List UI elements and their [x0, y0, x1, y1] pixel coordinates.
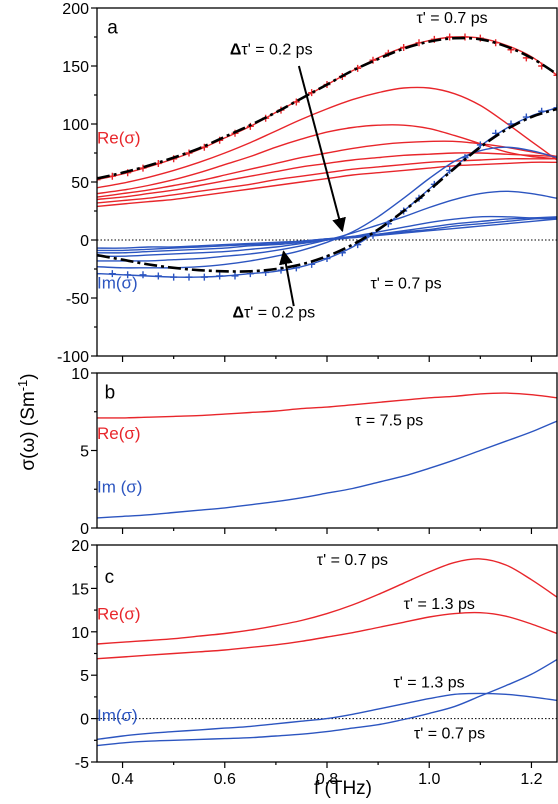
y-tick-label: -50 — [66, 291, 89, 308]
data-marker — [124, 271, 132, 279]
y-tick-label: 5 — [80, 668, 89, 685]
im-sigma-curve-9 — [97, 146, 557, 269]
x-tick-label: 1.2 — [520, 771, 542, 788]
trend-arrow — [297, 65, 346, 233]
y-tick-label: 0 — [80, 521, 89, 538]
im-sigma-curve-12 — [97, 216, 557, 254]
data-marker — [139, 164, 147, 172]
panel-a: -100 -50 0 50 100 150 200 a Re(σ) Im(σ) τ' = 0.7 p… — [57, 1, 558, 366]
annotation-label: Im(σ) — [97, 274, 138, 293]
data-marker — [97, 176, 101, 184]
plot-area-c — [97, 558, 557, 747]
annotation-label: Im(σ) — [97, 706, 138, 725]
annotation-label: τ' = 0.7 ps — [317, 552, 388, 569]
data-marker — [553, 71, 557, 79]
im-sigma-curve-3 — [97, 692, 557, 741]
re-sigma-data-markers — [97, 33, 557, 184]
trend-arrow — [278, 250, 295, 307]
re-sigma-curve-6 — [97, 158, 557, 204]
panel-b: 0 5 10 b Re(σ) τ = 7.5 ps Im (σ) — [71, 366, 558, 538]
y-tick-label: 5 — [80, 444, 89, 461]
x-axis-title: f (THz) — [314, 778, 372, 799]
y-tick-label: 10 — [71, 625, 89, 642]
data-marker — [200, 273, 208, 281]
y-tick-label: 100 — [62, 117, 89, 134]
re-sigma-curve-7 — [97, 161, 557, 208]
data-marker — [97, 270, 101, 278]
y-tick-label: 150 — [62, 59, 89, 76]
data-marker — [154, 272, 162, 280]
re-sigma-curve-2 — [97, 611, 557, 660]
annotation-label: b — [105, 383, 116, 404]
annotation-label: Re(σ) — [97, 129, 141, 148]
x-tick-label: 1.0 — [418, 771, 440, 788]
annotation-label: τ' = 0.7 ps — [414, 726, 485, 743]
annotation-label: Δτ' = 0.2 ps — [232, 305, 315, 322]
annotation-label: τ' = 1.3 ps — [404, 596, 475, 613]
x-tick-label: 0.6 — [214, 771, 236, 788]
data-marker — [108, 172, 116, 180]
re-sigma-curve-5 — [97, 152, 557, 201]
annotation-label: c — [105, 567, 115, 588]
data-marker — [108, 270, 116, 278]
data-marker — [185, 273, 193, 281]
axes-frame — [96, 372, 558, 529]
y-tick-label: 50 — [71, 175, 89, 192]
annotation-label: τ' = 0.7 ps — [370, 276, 441, 293]
data-marker — [553, 104, 557, 112]
y-tick-label: -100 — [57, 349, 89, 366]
y-tick-label: 0 — [80, 233, 89, 250]
data-marker — [292, 98, 300, 106]
annotation-label: Δτ' = 0.2 ps — [230, 41, 313, 58]
im-sigma-curve-14 — [97, 218, 557, 249]
y-tick-label: 200 — [62, 1, 89, 18]
y-tick-label: 15 — [71, 581, 89, 598]
data-marker — [415, 39, 423, 47]
data-marker — [170, 273, 178, 281]
x-tick-label: 0.4 — [111, 771, 133, 788]
fit-curve-2 — [97, 107, 557, 273]
data-marker — [446, 33, 454, 41]
annotation-label: Re(σ) — [97, 424, 141, 443]
data-marker — [216, 272, 224, 280]
annotation-label: Re(σ) — [97, 605, 141, 624]
plot-area-b — [97, 392, 557, 519]
im-sigma-curve-13 — [97, 217, 557, 252]
plot-area-a — [97, 33, 557, 281]
im-sigma-curve-2 — [97, 420, 557, 519]
annotation-label: τ = 7.5 ps — [355, 413, 423, 430]
data-marker — [200, 143, 208, 151]
panel-c: -5 0 5 10 15 20 0.4 0.6 0.8 1.0 1.2 c τ' = 0.7 ps Re(… — [71, 538, 558, 788]
y-axis-title: σ(ω) (Sm-1) — [15, 373, 39, 470]
re-sigma-curve-1 — [97, 558, 557, 645]
y-tick-label: 20 — [71, 538, 89, 555]
re-sigma-curve-2 — [97, 86, 557, 189]
y-tick-label: 0 — [80, 712, 89, 729]
data-marker — [185, 149, 193, 157]
fit-curve-1 — [97, 36, 557, 180]
annotation-label: τ' = 0.7 ps — [416, 10, 487, 27]
x-tick-label: 0.8 — [316, 771, 338, 788]
data-marker — [231, 272, 239, 280]
re-sigma-curve-1 — [97, 392, 557, 419]
y-tick-label: -5 — [75, 755, 89, 772]
annotation-label: Im (σ) — [97, 477, 142, 496]
data-marker — [139, 271, 147, 279]
annotation-label: τ' = 1.3 ps — [393, 674, 464, 691]
annotation-label: a — [107, 18, 118, 39]
im-sigma-curve-4 — [97, 658, 557, 747]
y-tick-label: 10 — [71, 366, 89, 383]
